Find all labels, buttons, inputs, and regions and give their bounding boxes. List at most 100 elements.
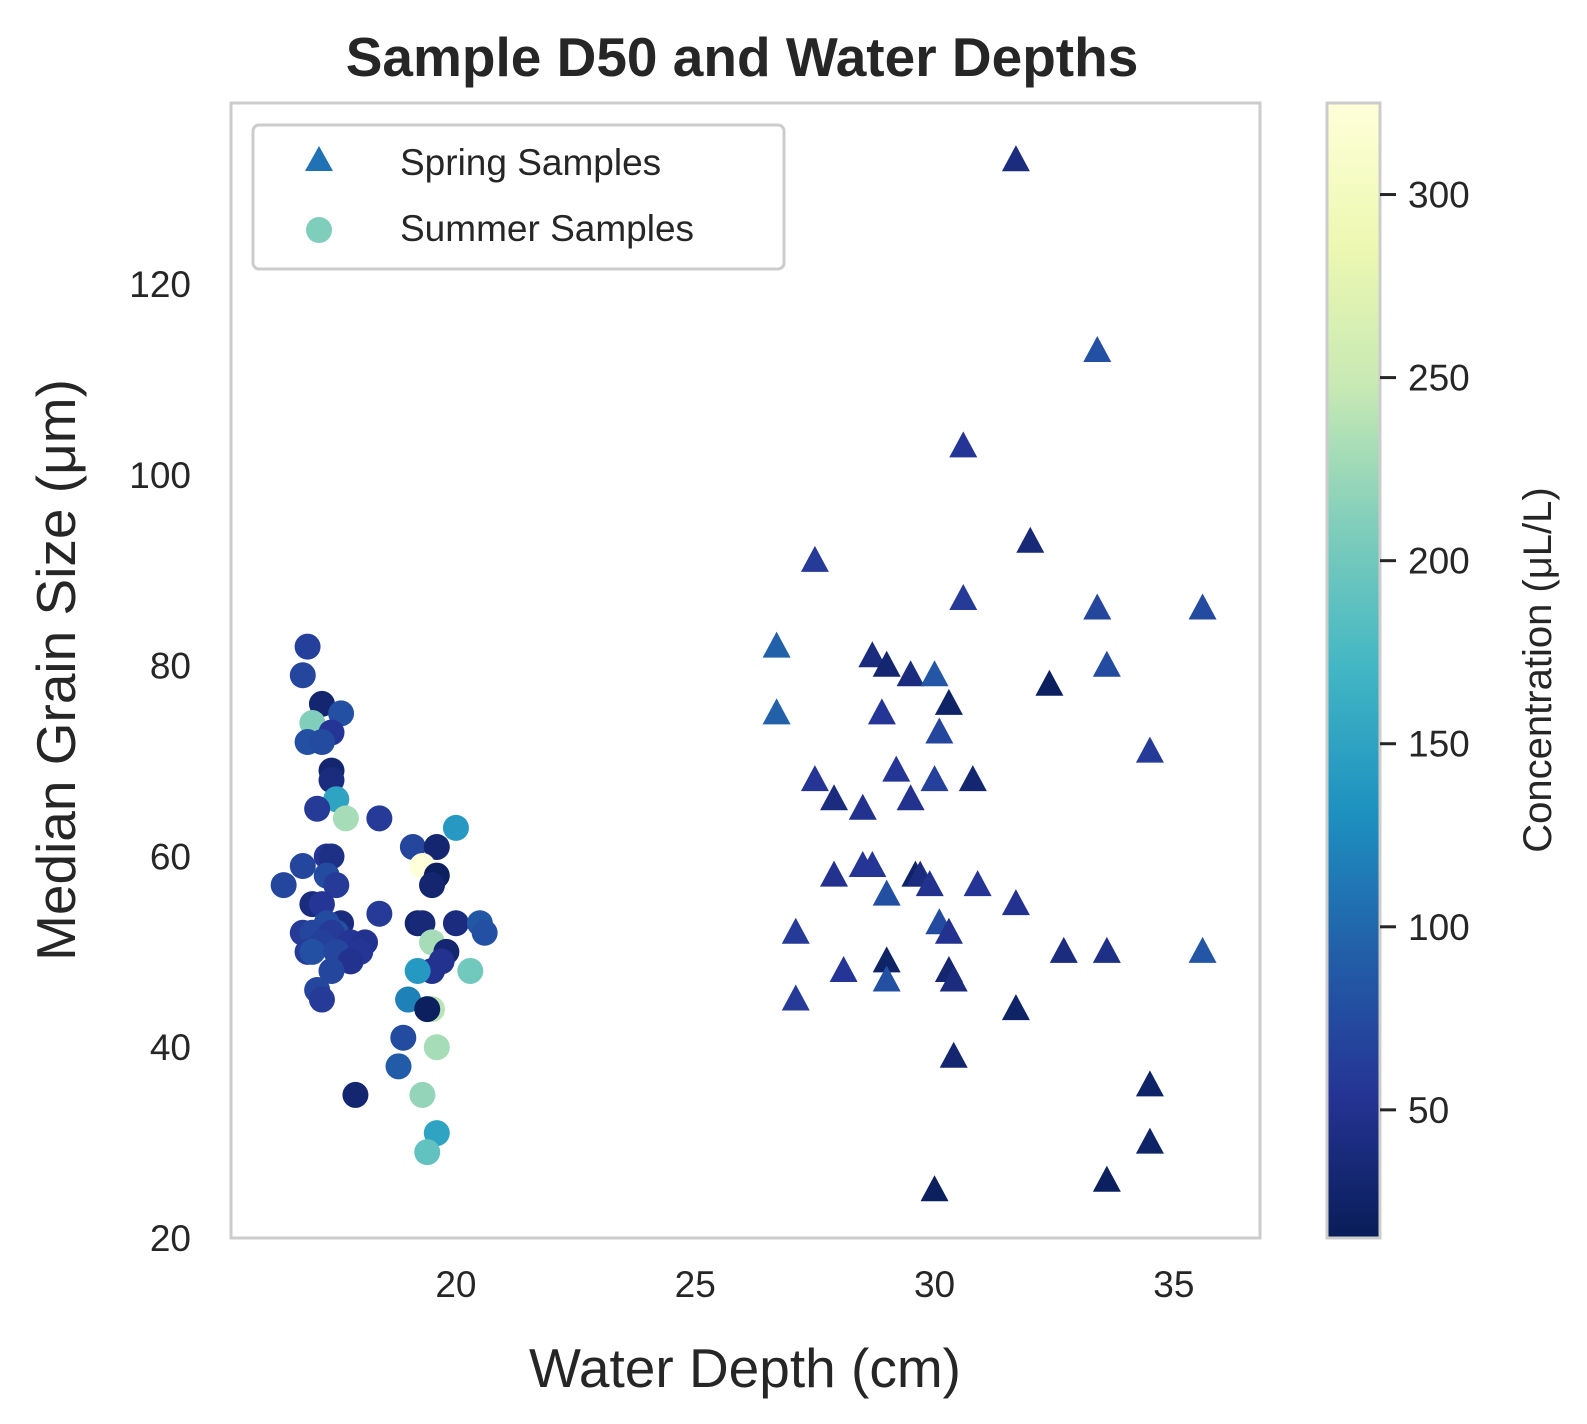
spring-point-28 — [858, 851, 887, 878]
summer-point-23 — [419, 872, 446, 899]
points-layer — [270, 145, 1217, 1202]
x-tick-label-35: 35 — [1153, 1264, 1194, 1305]
summer-point-56 — [308, 986, 335, 1013]
spring-point-0 — [1001, 145, 1030, 172]
spring-point-52 — [1092, 1165, 1121, 1192]
spring-point-7 — [1188, 593, 1217, 620]
summer-point-11 — [304, 795, 331, 822]
summer-point-12 — [332, 805, 359, 832]
summer-point-64 — [409, 1081, 436, 1108]
summer-point-13 — [366, 805, 393, 832]
spring-point-17 — [925, 717, 954, 744]
summer-point-60 — [390, 1024, 417, 1051]
x-axis-label: Water Depth (cm) — [529, 1337, 961, 1399]
spring-point-15 — [934, 688, 963, 715]
y-tick-label-20: 20 — [150, 1218, 191, 1259]
summer-point-28 — [366, 900, 393, 927]
spring-point-10 — [872, 650, 901, 677]
legend-label-summer: Summer Samples — [400, 208, 694, 249]
x-tick-label-20: 20 — [435, 1264, 476, 1305]
spring-point-24 — [820, 784, 849, 811]
spring-point-47 — [781, 984, 810, 1011]
summer-point-7 — [308, 729, 335, 756]
spring-point-48 — [1001, 994, 1030, 1021]
y-tick-label-80: 80 — [150, 646, 191, 687]
summer-point-59 — [414, 996, 441, 1023]
colorbar-label: Concentration (μL/L) — [1516, 487, 1560, 852]
y-tick-label-100: 100 — [129, 455, 191, 496]
summer-point-44 — [299, 938, 326, 965]
y-axis-label: Median Grain Size (μm) — [25, 379, 87, 961]
legend-box — [251, 123, 786, 271]
colorbar-tick-label-50: 50 — [1408, 1090, 1449, 1131]
spring-point-2 — [949, 431, 978, 458]
summer-point-61 — [423, 1034, 450, 1061]
spring-point-33 — [963, 870, 992, 897]
spring-point-39 — [1049, 936, 1078, 963]
summer-point-1 — [289, 662, 316, 689]
spring-point-26 — [896, 784, 925, 811]
colorbar-ticks: 50 100 150 200 250 300 — [1380, 175, 1470, 1131]
colorbar-tick-label-200: 200 — [1408, 541, 1470, 582]
spring-point-13 — [1092, 650, 1121, 677]
legend-marker-spring-triangle — [305, 146, 333, 171]
spring-point-38 — [781, 917, 810, 944]
summer-point-49 — [337, 948, 364, 975]
summer-point-33 — [442, 910, 469, 937]
y-axis-ticks: 20 40 60 80 100 120 — [129, 264, 191, 1259]
summer-point-35 — [471, 919, 498, 946]
spring-point-37 — [934, 917, 963, 944]
spring-point-32 — [915, 870, 944, 897]
summer-point-54 — [457, 957, 484, 984]
legend-marker-summer-circle — [306, 217, 332, 243]
spring-point-35 — [1001, 889, 1030, 916]
spring-point-9 — [858, 641, 887, 668]
spring-point-12 — [920, 660, 949, 687]
spring-point-6 — [1083, 593, 1112, 620]
spring-point-8 — [762, 631, 791, 658]
spring-point-41 — [1188, 936, 1217, 963]
spring-point-21 — [800, 765, 829, 792]
spring-point-45 — [872, 965, 901, 992]
summer-point-0 — [294, 633, 321, 660]
summer-point-66 — [414, 1139, 441, 1166]
spring-point-34 — [872, 879, 901, 906]
legend-label-spring: Spring Samples — [400, 142, 661, 183]
spring-point-49 — [939, 1041, 968, 1068]
y-tick-label-40: 40 — [150, 1027, 191, 1068]
spring-point-4 — [800, 545, 829, 572]
spring-point-29 — [820, 860, 849, 887]
spring-point-42 — [872, 946, 901, 973]
summer-point-16 — [423, 833, 450, 860]
summer-point-62 — [385, 1053, 412, 1080]
spring-point-51 — [1135, 1127, 1164, 1154]
colorbar-tick-label-300: 300 — [1408, 175, 1470, 216]
spring-point-18 — [762, 698, 791, 725]
colorbar-tick-label-250: 250 — [1408, 358, 1470, 399]
spring-point-25 — [848, 793, 877, 820]
spring-point-44 — [829, 955, 858, 982]
spring-point-23 — [958, 765, 987, 792]
summer-point-19 — [289, 853, 316, 880]
spring-point-46 — [939, 965, 968, 992]
spring-point-11 — [896, 660, 925, 687]
spring-point-19 — [1135, 736, 1164, 763]
y-tick-label-60: 60 — [150, 836, 191, 877]
spring-point-5 — [949, 583, 978, 610]
spring-point-50 — [1135, 1070, 1164, 1097]
summer-point-24 — [323, 872, 350, 899]
colorbar-tick-label-150: 150 — [1408, 724, 1470, 765]
spring-point-1 — [1083, 335, 1112, 362]
summer-point-52 — [318, 957, 345, 984]
spring-point-16 — [867, 698, 896, 725]
legend: Spring Samples Summer Samples — [251, 123, 786, 271]
chart-title: Sample D50 and Water Depths — [346, 26, 1139, 88]
spring-point-53 — [920, 1175, 949, 1202]
summer-point-53 — [404, 957, 431, 984]
plot-frame — [229, 101, 1262, 1240]
summer-point-14 — [442, 814, 469, 841]
spring-point-20 — [882, 755, 911, 782]
spring-point-40 — [1092, 936, 1121, 963]
spring-point-14 — [1035, 669, 1064, 696]
